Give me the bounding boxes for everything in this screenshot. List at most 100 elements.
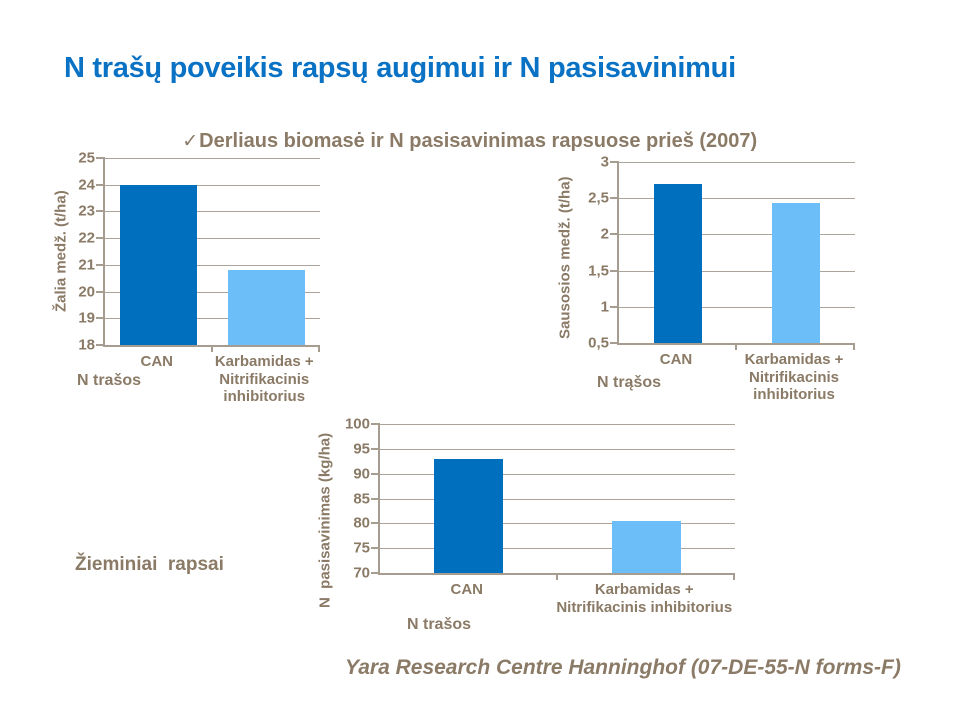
x-tick-mark [210, 345, 213, 352]
y-tick-mark [610, 342, 619, 344]
y-tick-label: 20 [78, 283, 95, 301]
y-tick-mark [610, 161, 619, 163]
category-label-karbamidas-nitrifikacinis-inhibitorius: Karbamidas + Nitrifikacinis inhibitorius [744, 351, 844, 404]
x-axis-title: N trašos [407, 616, 472, 633]
category-label-karbamidas-nitrifikacinis-inhibitorius: Karbamidas + Nitrifikacinis inhibitorius [214, 353, 314, 406]
y-tick-label: 24 [78, 176, 95, 194]
gridline [380, 498, 735, 500]
gridline [380, 473, 735, 475]
y-tick-label: 100 [344, 415, 370, 433]
bar-can [653, 183, 703, 343]
gridline [105, 184, 320, 186]
gridline [380, 424, 735, 425]
y-tick-label: 1,5 [588, 262, 609, 280]
y-tick-label: 21 [78, 256, 95, 274]
y-tick-label: 1 [600, 298, 609, 316]
y-tick-mark [610, 269, 619, 272]
category-labels: CAN Karbamidas + Nitrifikacinis inhibitor… [378, 581, 733, 616]
gridline [380, 548, 735, 550]
y-axis-tick-labels: 70 75 80 85 90 95 100 [314, 417, 370, 581]
y-tick-mark [610, 305, 619, 308]
bar-can [434, 458, 504, 573]
y-tick-label: 3 [600, 153, 609, 171]
y-tick-label: 23 [78, 202, 95, 220]
y-tick-mark [610, 197, 619, 200]
plot-area-n-uptake [371, 423, 735, 580]
category-label-can: CAN [659, 351, 693, 368]
gridline [380, 523, 735, 525]
plot-area-fresh-matter [96, 157, 320, 352]
x-axis-title: N trašos [77, 372, 142, 389]
y-tick-label: 0,5 [588, 334, 609, 352]
y-tick-label: 22 [78, 229, 95, 247]
gridline [619, 234, 855, 236]
x-axis-title: N trąšos [597, 374, 662, 391]
y-tick-mark [371, 497, 380, 500]
x-tick-mark [555, 573, 558, 580]
x-tick-mark [733, 573, 735, 580]
check-icon: ✓ [182, 131, 199, 152]
y-tick-label: 18 [78, 336, 95, 354]
gridline [380, 448, 735, 450]
gridline [105, 158, 320, 159]
y-tick-label: 25 [78, 149, 95, 167]
y-tick-label: 85 [353, 490, 370, 507]
category-label-can: CAN [140, 353, 174, 370]
y-tick-label: 80 [353, 514, 370, 532]
slide-title: N trašų poveikis rapsų augimui ir N pasi… [64, 52, 736, 84]
gridline [105, 211, 320, 213]
x-tick-mark [318, 345, 320, 352]
y-tick-mark [96, 344, 105, 346]
crop-label: Žieminiai rapsai [75, 554, 224, 575]
bar-karbamidas-nitrifikacinis-inhibitorius [611, 520, 681, 573]
y-tick-mark [96, 317, 105, 320]
category-labels: CAN Karbamidas + Nitrifikacinis inhibitor… [617, 351, 853, 404]
x-tick-mark [735, 343, 737, 350]
gridline [105, 291, 320, 293]
y-tick-mark [371, 522, 380, 525]
x-tick-mark [853, 343, 855, 350]
y-axis-tick-labels: 18 19 20 21 22 23 24 25 [39, 151, 95, 353]
category-label-karbamidas-nitrifikacinis-inhibitorius: Karbamidas + Nitrifikacinis inhibitorius [556, 581, 733, 616]
y-tick-mark [96, 263, 105, 266]
y-tick-mark [96, 290, 105, 293]
y-tick-mark [96, 237, 105, 240]
y-tick-label: 95 [353, 440, 370, 458]
plot-area-dry-matter [610, 161, 855, 350]
y-axis-title: N pasisavinimas (kg/ha) [316, 432, 334, 608]
y-tick-label: 2 [600, 225, 609, 243]
y-tick-label: 2,5 [588, 189, 609, 207]
category-label-can: CAN [450, 581, 484, 598]
gridline [619, 162, 855, 163]
bar-can [120, 184, 198, 345]
gridline [619, 270, 855, 272]
source-credit: Yara Research Centre Hanninghof (07-DE-5… [345, 656, 901, 679]
y-tick-mark [371, 423, 380, 425]
y-tick-mark [610, 233, 619, 236]
category-labels: CAN Karbamidas + Nitrifikacinis inhibitor… [103, 353, 318, 406]
y-tick-mark [371, 547, 380, 550]
bar-karbamidas-nitrifikacinis-inhibitorius [227, 270, 305, 345]
slide-subtitle: ✓Derliaus biomasė ir N pasisavinimas rap… [160, 107, 757, 176]
gridline [105, 264, 320, 266]
subtitle-text: Derliaus biomasė ir N pasisavinimas raps… [199, 130, 758, 152]
y-tick-label: 19 [78, 309, 95, 327]
y-tick-label: 70 [353, 564, 370, 582]
gridline [105, 238, 320, 240]
y-tick-mark [371, 572, 380, 574]
y-tick-mark [96, 210, 105, 213]
y-tick-mark [371, 472, 380, 475]
y-tick-label: 90 [353, 465, 370, 483]
bar-karbamidas-nitrifikacinis-inhibitorius [771, 202, 821, 343]
y-tick-mark [371, 447, 380, 450]
y-tick-mark [96, 157, 105, 159]
y-axis-tick-labels: 0,5 1 1,5 2 2,5 3 [553, 155, 609, 351]
y-tick-mark [96, 183, 105, 186]
y-tick-label: 75 [353, 539, 370, 557]
gridline [105, 318, 320, 320]
gridline [619, 306, 855, 308]
